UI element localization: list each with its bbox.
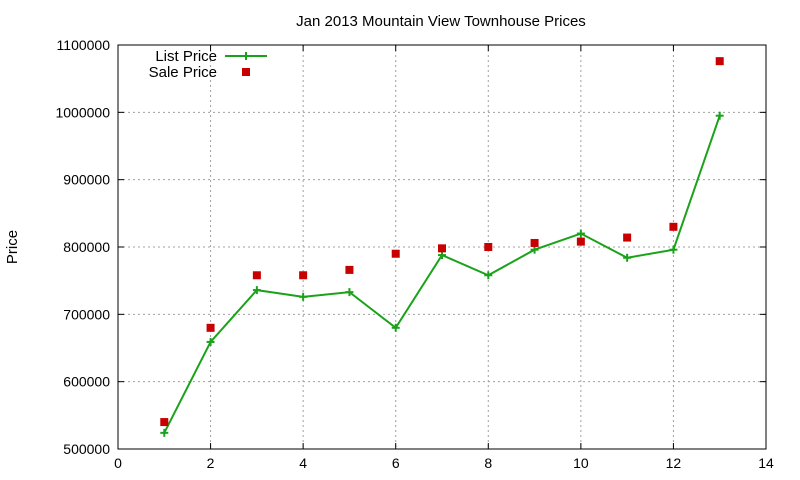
list-price-point: [345, 288, 354, 297]
y-tick-label: 1100000: [57, 37, 111, 53]
legend-entry-list-price: List Price: [155, 48, 267, 65]
x-tick-label: 12: [666, 455, 682, 471]
list-price-point: [391, 323, 400, 332]
sale-price-point: [576, 237, 585, 246]
axis-ticks: [117, 44, 767, 450]
sale-price-point: [391, 249, 400, 258]
sale-price-point: [623, 233, 632, 242]
y-tick-label: 600000: [63, 374, 110, 390]
legend-entry-sale-price: Sale Price: [149, 64, 250, 81]
y-tick-label: 700000: [63, 306, 110, 322]
y-tick-label: 500000: [63, 441, 110, 457]
series-list-price-line: [163, 115, 721, 434]
y-tick-label: 900000: [63, 172, 110, 188]
list-price-point: [715, 111, 724, 120]
y-tick-label: 1000000: [55, 104, 110, 120]
chart-title: Jan 2013 Mountain View Townhouse Prices: [296, 13, 586, 30]
x-axis-tick-labels: 0 2 4 6 8 10 12 14: [114, 455, 774, 471]
x-tick-label: 0: [114, 455, 122, 471]
x-tick-label: 10: [573, 455, 589, 471]
sale-price-point: [345, 265, 354, 274]
x-tick-label: 8: [484, 455, 492, 471]
list-price-point: [438, 251, 446, 260]
series: [160, 57, 724, 437]
list-price-point: [299, 292, 308, 301]
sale-price-point: [715, 57, 724, 66]
sale-price-point: [484, 243, 493, 251]
list-price-point: [576, 229, 585, 238]
list-price-point: [530, 245, 539, 254]
x-tick-label: 4: [299, 455, 307, 471]
list-price-point: [252, 286, 261, 295]
sale-price-point: [252, 271, 261, 280]
legend-label-sale-price: Sale Price: [149, 64, 217, 81]
legend-marker-list-price: [242, 52, 250, 60]
sale-price-point: [530, 238, 539, 247]
list-price-point: [669, 245, 678, 254]
list-price-point: [206, 337, 215, 346]
x-tick-label: 14: [758, 455, 774, 471]
legend-swatch-list-price: [225, 52, 267, 60]
x-tick-label: 2: [207, 455, 215, 471]
sale-price-point: [438, 244, 446, 253]
sale-price-point: [160, 418, 169, 427]
legend: List Price Sale Price: [149, 48, 267, 81]
sale-price-point: [669, 222, 678, 231]
y-axis-tick-labels: 500000 600000 700000 800000 900000 1000000 110…: [55, 37, 110, 457]
list-price-point: [160, 428, 169, 437]
list-price-point: [623, 253, 632, 262]
list-price-point: [484, 271, 493, 280]
y-axis-title: Price: [4, 230, 21, 264]
legend-swatch-sale-price: [242, 68, 250, 76]
sale-price-point: [299, 271, 308, 280]
y-tick-label: 800000: [63, 239, 110, 255]
x-tick-label: 6: [392, 455, 400, 471]
legend-label-list-price: List Price: [155, 48, 217, 65]
sale-price-point: [206, 323, 215, 332]
legend-marker-sale-price: [242, 68, 250, 76]
